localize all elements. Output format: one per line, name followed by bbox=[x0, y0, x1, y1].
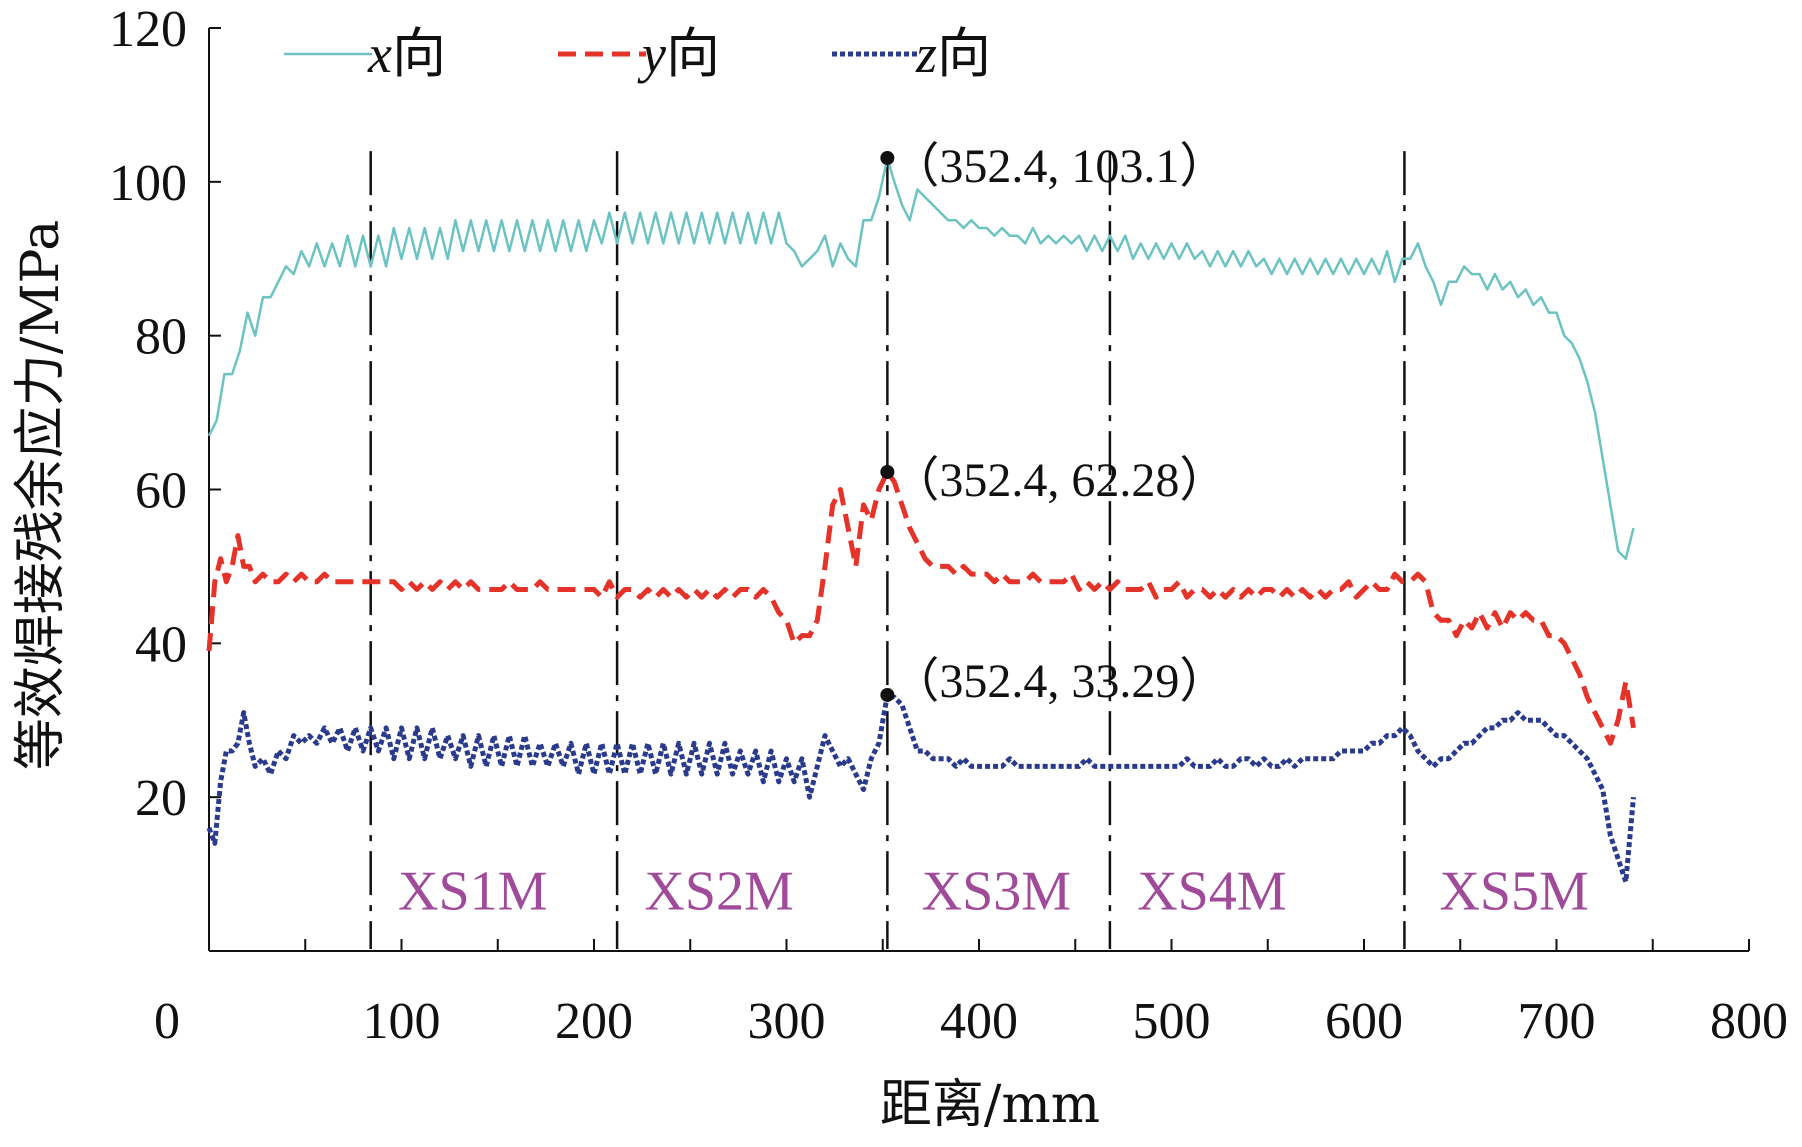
peak-label: （352.4, 103.1） bbox=[891, 140, 1227, 193]
legend-var: x bbox=[367, 24, 392, 84]
x-tick-label: 400 bbox=[940, 993, 1018, 1050]
legend: x向 y向 z向 bbox=[284, 24, 991, 84]
x-tick-label: 200 bbox=[555, 993, 633, 1050]
y-tick-label: 20 bbox=[135, 770, 187, 827]
x-tick-label: 800 bbox=[1710, 993, 1788, 1050]
y-ticks: 20 40 60 80 100 120 bbox=[109, 1, 221, 827]
legend-suffix: 向 bbox=[666, 24, 720, 84]
legend-label-y: y向 bbox=[637, 24, 720, 84]
x-tick-label: 0 bbox=[154, 993, 180, 1050]
x-tick-label: 500 bbox=[1133, 993, 1211, 1050]
x-axis-title: 距离/mm bbox=[880, 1075, 1100, 1135]
legend-var: y bbox=[637, 24, 666, 84]
y-tick-label: 40 bbox=[135, 616, 187, 673]
region-label: XS3M bbox=[922, 860, 1071, 922]
x-tick-label: 300 bbox=[748, 993, 826, 1050]
x-tick-label: 700 bbox=[1518, 993, 1596, 1050]
peak-point bbox=[880, 687, 895, 702]
x-tick-label: 100 bbox=[363, 993, 441, 1050]
region-labels: XS1M XS2M XS3M XS4M XS5M bbox=[398, 860, 1589, 922]
legend-suffix: 向 bbox=[392, 24, 446, 84]
region-dividers bbox=[369, 151, 1406, 949]
legend-suffix: 向 bbox=[937, 24, 991, 84]
peak-point bbox=[880, 150, 895, 165]
x-tick-label: 600 bbox=[1325, 993, 1403, 1050]
y-tick-label: 60 bbox=[135, 463, 187, 520]
series-line-x bbox=[207, 156, 1635, 560]
legend-label-z: z向 bbox=[915, 24, 991, 84]
y-axis-title: 等效焊接残余应力/MPa bbox=[11, 220, 71, 770]
y-tick-label: 120 bbox=[109, 1, 187, 58]
region-label: XS5M bbox=[1439, 860, 1588, 922]
y-tick-label: 80 bbox=[135, 309, 187, 366]
series-lines bbox=[206, 156, 1636, 885]
region-label: XS4M bbox=[1137, 860, 1286, 922]
peak-label: （352.4, 33.29） bbox=[891, 655, 1227, 708]
peak-point bbox=[880, 464, 895, 479]
x-ticks: 0 100 200 300 400 500 600 700 800 bbox=[154, 939, 1788, 1050]
region-label: XS2M bbox=[644, 860, 793, 922]
y-tick-label: 100 bbox=[109, 155, 187, 212]
legend-label-x: x向 bbox=[367, 24, 446, 84]
legend-var: z bbox=[915, 24, 937, 84]
region-label: XS1M bbox=[398, 860, 547, 922]
series-line-z bbox=[206, 692, 1636, 885]
peak-label: （352.4, 62.28） bbox=[891, 454, 1227, 507]
peak-annotations: （352.4, 103.1） （352.4, 62.28） （352.4, 33.2… bbox=[880, 140, 1227, 708]
series-line-y bbox=[206, 469, 1636, 746]
